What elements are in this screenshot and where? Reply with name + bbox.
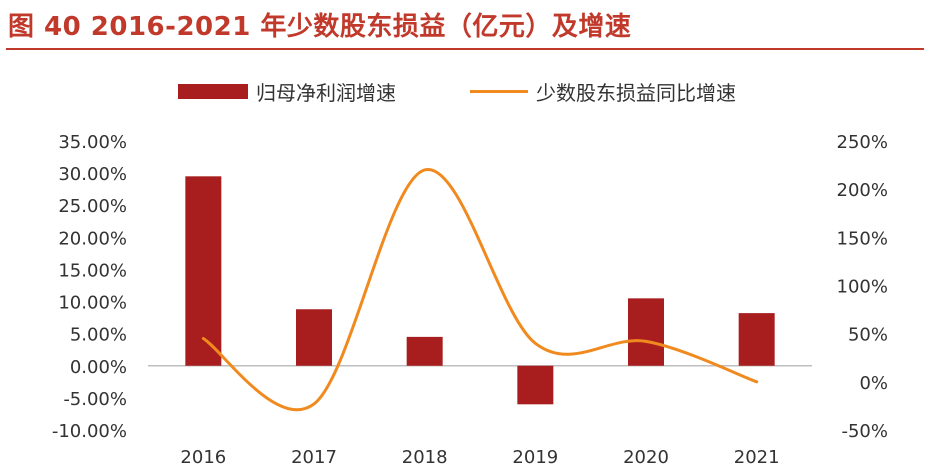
bar-2018 (406, 336, 443, 366)
x-tick-label: 2018 (402, 447, 448, 468)
legend-swatch-bar (178, 83, 248, 99)
y-left-tick-label: 20.00% (58, 228, 127, 249)
y-right-tick-label: 50% (848, 325, 888, 346)
y-right-tick-label: 0% (859, 373, 888, 394)
y-right-tick-label: 150% (837, 228, 888, 249)
legend-item-bar: 归母净利润增速 (178, 76, 396, 106)
y-left-tick-label: 0.00% (70, 357, 127, 378)
series-line-minority-growth (201, 168, 759, 412)
title-rule (6, 48, 924, 50)
x-tick-label: 2021 (734, 447, 780, 468)
y-right-tick-label: -50% (841, 421, 888, 442)
legend-swatch-line (470, 89, 528, 93)
y-left-tick-label: 30.00% (58, 164, 127, 185)
y-left-tick-label: 25.00% (58, 196, 127, 217)
y-left-tick-label: 15.00% (58, 260, 127, 281)
x-tick-label: 2019 (512, 447, 558, 468)
legend-label-bar: 归母净利润增速 (256, 80, 396, 105)
chart-title: 图 40 2016-2021 年少数股东损益（亿元）及增速 (8, 12, 632, 42)
legend-label-line: 少数股东损益同比增速 (536, 80, 736, 105)
y-left-tick-label: -5.00% (63, 389, 127, 410)
y-right-tick-label: 100% (837, 277, 888, 298)
y-left-tick-label: -10.00% (52, 421, 127, 442)
y-right-tick-label: 200% (837, 180, 888, 201)
y-right-tick-label: 250% (837, 132, 888, 153)
y-left-tick-label: 5.00% (70, 325, 127, 346)
bar-2017 (296, 309, 332, 366)
bar-2016 (185, 176, 222, 366)
x-tick-label: 2017 (291, 447, 337, 468)
legend-item-line: 少数股东损益同比增速 (470, 76, 736, 106)
bar-2019 (517, 365, 554, 405)
bar-2020 (628, 298, 664, 366)
y-left-tick-label: 35.00% (58, 132, 127, 153)
x-tick-label: 2016 (180, 447, 226, 468)
y-left-tick-label: 10.00% (58, 293, 127, 314)
bar-2021 (738, 313, 775, 366)
x-tick-label: 2020 (623, 447, 669, 468)
legend: 归母净利润增速 少数股东损益同比增速 (0, 76, 930, 106)
